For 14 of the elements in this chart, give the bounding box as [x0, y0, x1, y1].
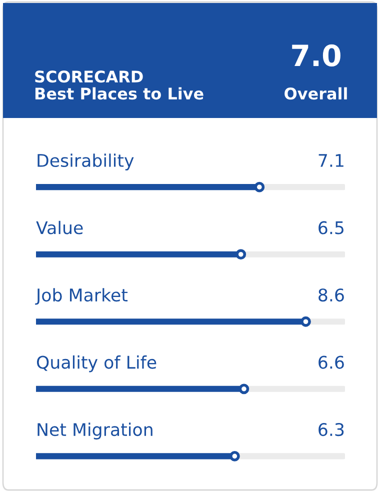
text: Overall	[284, 87, 347, 100]
text: 7.0	[292, 44, 340, 66]
data-label: 7.1	[318, 154, 344, 167]
y-tick-label: Quality of Life	[36, 355, 156, 372]
chart-subtitle: Best Places to Live	[35, 87, 204, 100]
y-tick-label: Net Migration	[38, 422, 152, 440]
y-tick-label: Job Market	[35, 288, 128, 305]
data-label: 8.6	[318, 288, 344, 302]
data-label: 6.6	[318, 356, 344, 369]
data-label: 6.5	[318, 221, 344, 234]
data-label: 6.3	[318, 422, 344, 436]
y-tick-label: Value	[36, 220, 83, 234]
y-tick-label: Desirability	[38, 154, 134, 170]
chart-title: SCORECARD	[35, 70, 143, 83]
